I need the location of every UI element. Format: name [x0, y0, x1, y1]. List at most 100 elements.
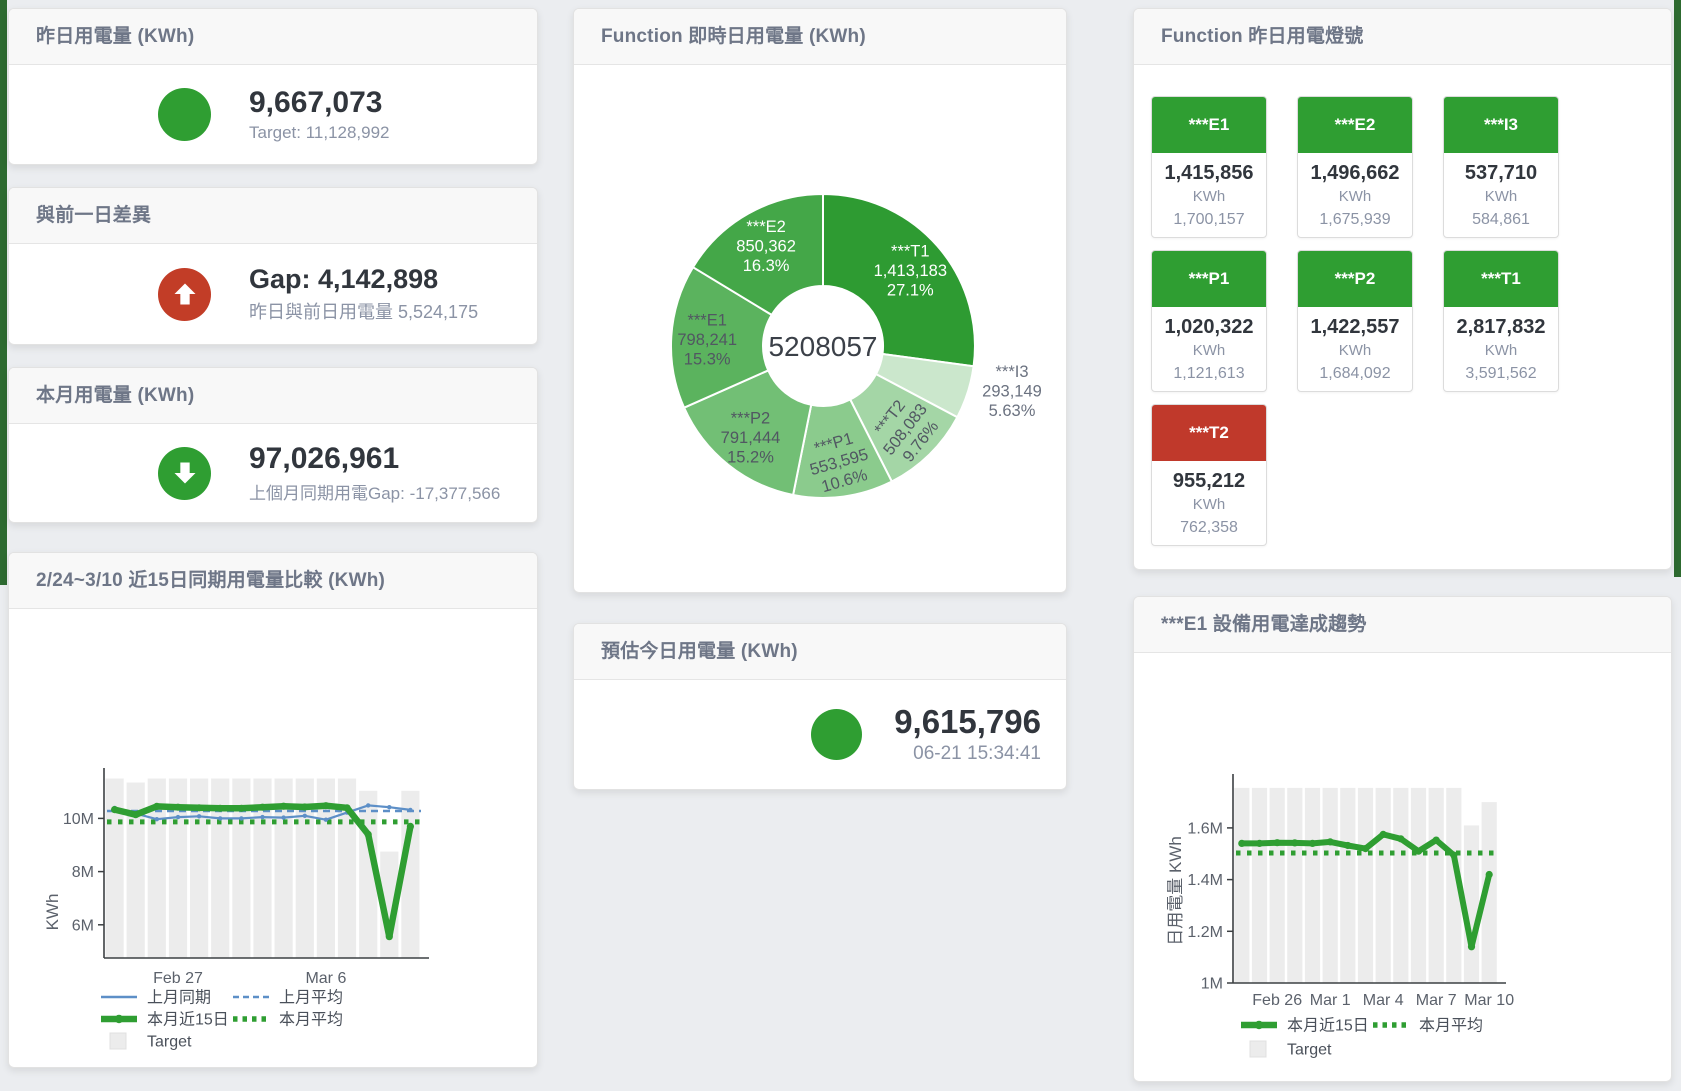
data-point[interactable] [154, 817, 159, 822]
data-point[interactable] [216, 804, 224, 812]
target-bar[interactable] [1375, 787, 1391, 983]
tile-unit: KWh [1484, 342, 1518, 359]
legend-item[interactable]: Target [109, 1032, 192, 1051]
data-point[interactable] [132, 811, 140, 819]
svg-text:本月平均: 本月平均 [1419, 1017, 1483, 1035]
data-point[interactable] [1432, 836, 1440, 844]
data-point[interactable] [1414, 847, 1423, 855]
data-point[interactable] [323, 817, 329, 822]
legend-item[interactable]: 上月同期 [101, 989, 211, 1007]
tile-name: ***E1 [1152, 97, 1266, 153]
donut-slice-E1[interactable] [670, 265, 774, 410]
data-point[interactable] [1379, 830, 1387, 838]
target-bar[interactable] [190, 778, 209, 959]
data-point[interactable] [153, 802, 161, 810]
tile-name: ***T1 [1444, 251, 1558, 307]
lights-grid: ***E1 1,415,856 KWh 1,700,157 ***E2 1,496,662… [1134, 65, 1671, 546]
data-point[interactable] [1238, 839, 1246, 847]
card-title: Function 昨日用電燈號 [1134, 9, 1671, 65]
tile-name: ***P2 [1298, 251, 1412, 307]
target-bar[interactable] [1322, 787, 1338, 983]
data-point[interactable] [111, 806, 119, 814]
data-point[interactable] [366, 803, 371, 808]
target-bar[interactable] [1481, 802, 1497, 983]
legend-item[interactable]: Target [1249, 1040, 1332, 1059]
y-axis-label: 日用電量 KWh [1166, 836, 1185, 946]
data-point[interactable] [1361, 845, 1370, 853]
data-point[interactable] [1273, 839, 1281, 847]
target-bar[interactable] [1393, 787, 1409, 983]
target-bar[interactable] [105, 778, 124, 959]
light-tile-E2: ***E2 1,496,662 KWh 1,675,939 [1297, 96, 1413, 238]
target-bar[interactable] [1340, 787, 1356, 983]
data-point[interactable] [1308, 839, 1317, 847]
target-bar[interactable] [232, 778, 251, 959]
data-point[interactable] [1467, 943, 1476, 951]
data-point[interactable] [406, 822, 414, 830]
target-bar[interactable] [1269, 787, 1285, 983]
legend-item[interactable]: 本月平均 [233, 1011, 343, 1029]
tile-name: ***I3 [1444, 97, 1558, 153]
target-bar[interactable] [1287, 787, 1303, 983]
legend-item[interactable]: 上月平均 [233, 989, 343, 1007]
data-point[interactable] [195, 804, 203, 812]
target-bar[interactable] [126, 782, 145, 959]
data-point[interactable] [1344, 841, 1352, 850]
data-point[interactable] [280, 802, 288, 810]
slice-label: ***T1 1,413,183 27.1% [874, 243, 947, 300]
data-point[interactable] [237, 804, 245, 812]
data-point[interactable] [302, 813, 307, 818]
data-point[interactable] [301, 803, 309, 811]
data-point[interactable] [260, 814, 265, 820]
legend-item[interactable]: 本月近15日 [1241, 1017, 1369, 1035]
svg-text:Target: Target [147, 1034, 192, 1051]
data-point[interactable] [385, 933, 393, 941]
donut-slice-T1[interactable] [822, 192, 976, 368]
slice-label: ***E1 798,241 15.3% [677, 312, 737, 369]
data-point[interactable] [364, 830, 372, 838]
data-point[interactable] [175, 814, 181, 820]
target-bar[interactable] [1357, 787, 1374, 983]
data-point[interactable] [174, 803, 182, 811]
data-point[interactable] [1291, 839, 1299, 847]
target-bar[interactable] [401, 790, 420, 958]
data-point[interactable] [218, 816, 223, 821]
data-point[interactable] [322, 802, 330, 810]
target-bar[interactable] [1304, 787, 1321, 983]
tile-value: 1,496,662 [1310, 162, 1400, 184]
target-bar[interactable] [253, 778, 272, 959]
donut-slice-E2[interactable] [691, 192, 824, 317]
data-point[interactable] [1326, 838, 1334, 846]
target-bar[interactable] [211, 778, 230, 959]
data-point[interactable] [1255, 839, 1264, 847]
status-green-circle-icon [158, 88, 211, 141]
data-point[interactable] [281, 815, 286, 820]
legend-item[interactable]: 本月平均 [1373, 1017, 1483, 1035]
left-edge-strip [0, 0, 7, 585]
data-point[interactable] [1397, 835, 1405, 843]
y-tick-label: 6M [72, 917, 94, 934]
legend-item[interactable]: 本月近15日 [101, 1011, 229, 1029]
data-point[interactable] [408, 807, 413, 813]
target-bar[interactable] [1234, 787, 1250, 983]
data-point[interactable] [1450, 851, 1458, 859]
y-tick-label: 1.2M [1187, 924, 1223, 941]
donut-slice-P2[interactable] [682, 369, 813, 497]
data-point[interactable] [196, 814, 202, 819]
data-point[interactable] [239, 816, 244, 821]
tile-body: 1,020,322 KWh 1,121,613 [1152, 307, 1266, 386]
target-bar[interactable] [1428, 787, 1444, 983]
target-bar[interactable] [1251, 787, 1268, 983]
data-point[interactable] [1485, 870, 1493, 879]
tile-body: 1,422,557 KWh 1,684,092 [1298, 307, 1412, 386]
target-bar[interactable] [274, 778, 293, 959]
target-bar[interactable] [1410, 787, 1427, 983]
tile-value: 1,422,557 [1310, 316, 1400, 338]
data-point[interactable] [258, 803, 267, 811]
card-title: 預估今日用電量 (KWh) [574, 624, 1066, 680]
target-bar[interactable] [380, 851, 399, 958]
target-bar[interactable] [1446, 787, 1462, 983]
data-point[interactable] [387, 805, 392, 810]
data-point[interactable] [343, 804, 351, 812]
tile-value: 1,020,322 [1164, 316, 1254, 338]
